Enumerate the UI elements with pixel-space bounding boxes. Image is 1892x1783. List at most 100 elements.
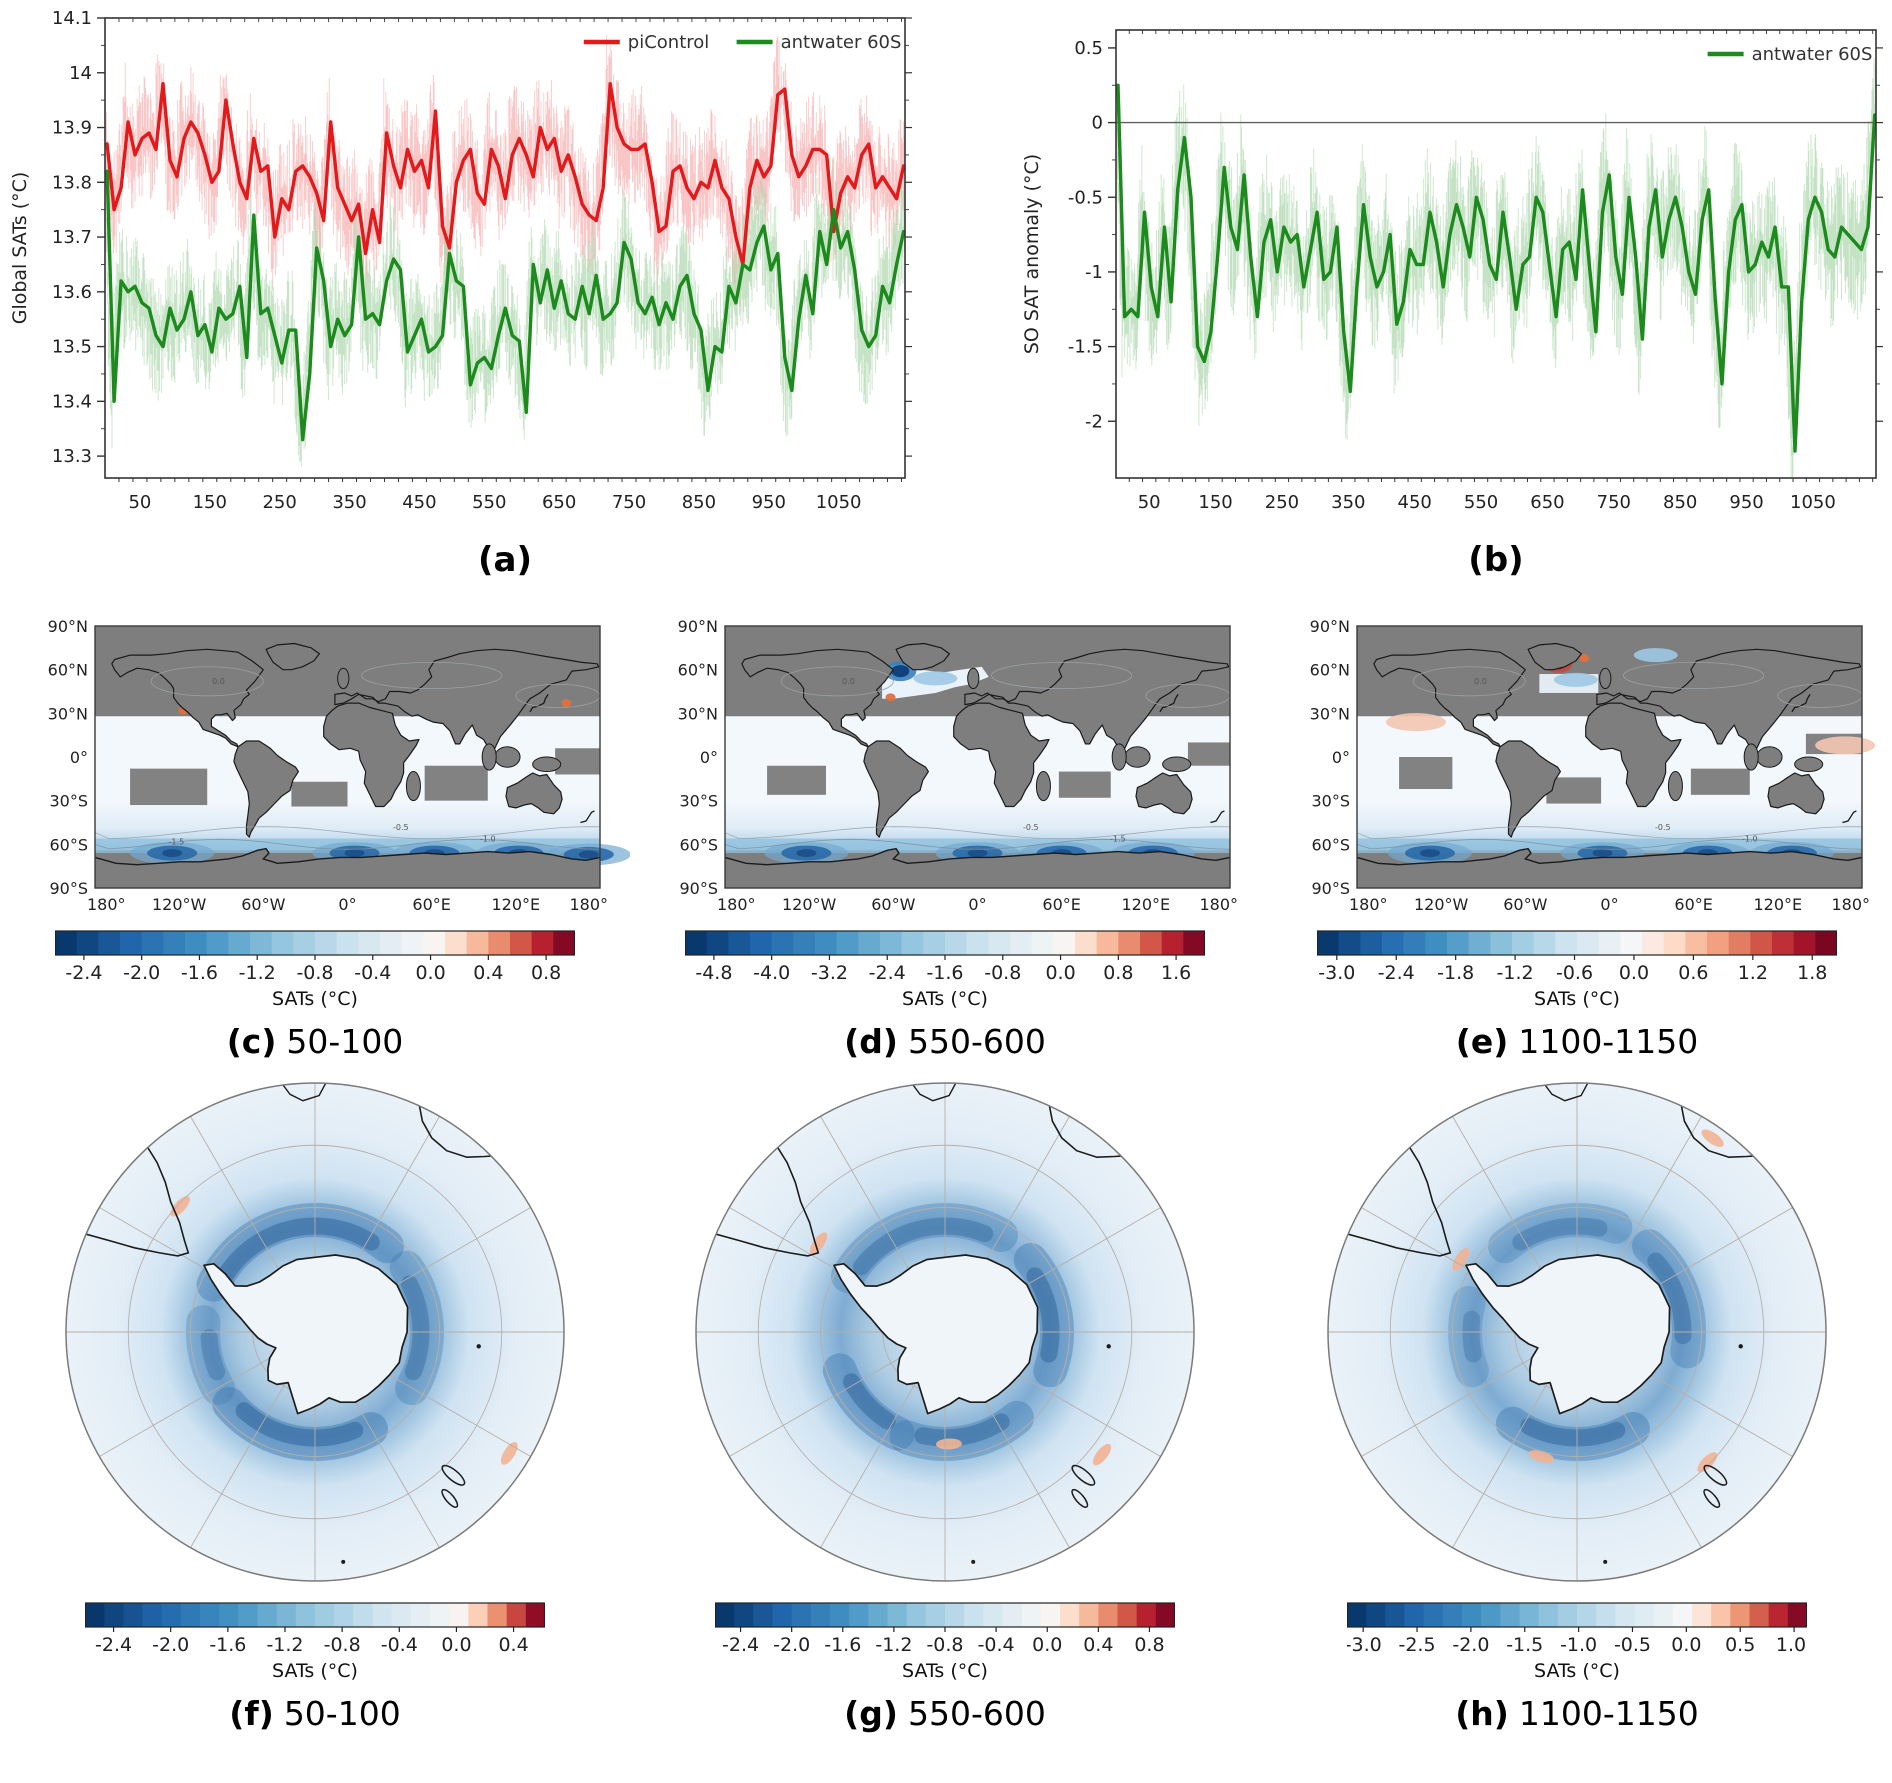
svg-text:90°N: 90°N: [48, 618, 88, 636]
panel-g-polar-block: -2.4 -2.0 -1.6 -1.2 -0.8 -0.4 0.0 0.4 0.8 SATs (…: [630, 1072, 1260, 1733]
panel-f-polar-block: -2.4 -2.0 -1.6 -1.2 -0.8 -0.4 0.0 0.4 SATs (°C)…: [0, 1072, 630, 1733]
svg-text:0.4: 0.4: [1083, 1634, 1113, 1656]
svg-text:90°S: 90°S: [49, 879, 88, 898]
panel-c-caption: (c) 50-100: [0, 1022, 630, 1061]
svg-text:-1.6: -1.6: [209, 1634, 246, 1656]
svg-text:1.0: 1.0: [1776, 1634, 1806, 1656]
svg-text:550: 550: [1464, 492, 1498, 513]
svg-text:antwater 60S: antwater 60S: [1752, 44, 1873, 65]
svg-text:-2.0: -2.0: [123, 962, 160, 984]
svg-text:-0.5: -0.5: [1655, 823, 1671, 832]
svg-text:-1.5: -1.5: [1068, 337, 1103, 358]
svg-text:14.1: 14.1: [52, 8, 92, 29]
panel-a-global-sats-timeseries: 50 150 250 350 450 550 650 750 850 950 1050 13.3 13.…: [0, 0, 946, 520]
colorbar-svg: -2.4 -2.0 -1.6 -1.2 -0.8 -0.4 0.0 0.4 0.8: [714, 1602, 1176, 1656]
panel-d-map-block: 0.0 -0.5 -1.5 90°N 60°N 30°N 0° 30°S 60°S 90°S 180…: [630, 617, 1260, 1061]
panel-a-chart-svg: 50 150 250 350 450 550 650 750 850 950 1050 13.3 13.…: [9, 8, 912, 513]
svg-text:-1.5: -1.5: [169, 837, 185, 846]
svg-text:-2.4: -2.4: [65, 962, 102, 984]
svg-text:0.8: 0.8: [1134, 1634, 1164, 1656]
svg-text:-1.8: -1.8: [1437, 962, 1474, 984]
svg-text:150: 150: [193, 492, 227, 513]
svg-text:-1.6: -1.6: [926, 962, 963, 984]
svg-text:-1.0: -1.0: [1560, 1634, 1597, 1656]
svg-text:650: 650: [1530, 492, 1564, 513]
svg-text:550: 550: [472, 492, 506, 513]
svg-text:-2.5: -2.5: [1398, 1634, 1435, 1656]
svg-text:13.7: 13.7: [52, 227, 92, 248]
svg-text:0.8: 0.8: [531, 962, 561, 984]
panel-e-caption: (e) 1100-1150: [1262, 1022, 1892, 1061]
svg-text:120°W: 120°W: [782, 895, 837, 914]
colorbar-svg: -4.8 -4.0 -3.2 -2.4 -1.6 -0.8 0.0 0.8 1.6: [684, 930, 1206, 984]
svg-text:14: 14: [69, 63, 92, 84]
panel-g-caption: (g) 550-600: [630, 1694, 1260, 1733]
svg-text:60°N: 60°N: [678, 661, 718, 680]
svg-text:90°N: 90°N: [678, 618, 718, 636]
axis-ticks: 50 150 250 350 450 550 650 750 850 950 1050 -2 -1.5 -…: [1068, 30, 1883, 513]
colorbar-svg: -2.4 -2.0 -1.6 -1.2 -0.8 -0.4 0.0 0.4 0.8: [54, 930, 576, 984]
y-axis-label: SO SAT anomaly (°C): [1021, 154, 1043, 354]
svg-text:-1.0: -1.0: [1742, 834, 1758, 843]
svg-text:-0.5: -0.5: [393, 823, 409, 832]
panel-e-colorbar: -3.0 -2.4 -1.8 -1.2 -0.6 0.0 0.6 1.2 1.8: [1262, 930, 1892, 988]
panel-b-caption-text: (b): [1468, 540, 1524, 580]
svg-text:-1.2: -1.2: [1497, 962, 1534, 984]
panel-f-caption-range: 50-100: [283, 1694, 401, 1733]
svg-text:13.6: 13.6: [52, 282, 92, 303]
svg-text:-2: -2: [1085, 411, 1103, 432]
svg-text:0°: 0°: [338, 895, 356, 914]
svg-text:0.0: 0.0: [842, 677, 855, 686]
svg-text:-3.0: -3.0: [1347, 1634, 1382, 1656]
svg-text:0.0: 0.0: [1474, 677, 1487, 686]
svg-text:-4.0: -4.0: [753, 962, 790, 984]
svg-text:-4.8: -4.8: [695, 962, 732, 984]
panel-h-caption-letter: (h): [1455, 1694, 1509, 1733]
svg-text:-0.8: -0.8: [984, 962, 1021, 984]
panel-h-caption-range: 1100-1150: [1518, 1694, 1699, 1733]
svg-text:60°S: 60°S: [1311, 835, 1350, 854]
panel-d-world-map: 0.0 -0.5 -1.5 90°N 60°N 30°N 0° 30°S 60°S 90°S 180…: [630, 617, 1260, 924]
svg-text:90°S: 90°S: [1311, 879, 1350, 898]
svg-text:30°N: 30°N: [678, 704, 718, 723]
svg-text:-1.0: -1.0: [480, 834, 496, 843]
continents: [741, 642, 1230, 838]
svg-text:60°W: 60°W: [1503, 895, 1547, 914]
svg-text:650: 650: [542, 492, 576, 513]
svg-text:-2.4: -2.4: [722, 1634, 759, 1656]
svg-text:-0.8: -0.8: [926, 1634, 963, 1656]
svg-text:850: 850: [682, 492, 716, 513]
panel-d-map-svg: 0.0-0.5-1.590°N60°N30°N0°30°S60°S90°S180…: [678, 617, 1238, 914]
svg-text:50: 50: [128, 492, 151, 513]
svg-text:90°S: 90°S: [679, 879, 718, 898]
svg-text:1050: 1050: [816, 492, 862, 513]
panel-e-map-svg: 0.0-0.5-1.090°N60°N30°N0°30°S60°S90°S180…: [1310, 617, 1876, 914]
svg-text:0.0: 0.0: [441, 1634, 471, 1656]
svg-text:-0.4: -0.4: [381, 1634, 418, 1656]
svg-text:120°E: 120°E: [1754, 895, 1803, 914]
svg-text:950: 950: [1729, 492, 1763, 513]
svg-text:0.8: 0.8: [1103, 962, 1133, 984]
svg-text:0°: 0°: [1332, 748, 1350, 767]
panel-g-colorbar-label: SATs (°C): [902, 1660, 988, 1682]
svg-text:0.5: 0.5: [1725, 1634, 1755, 1656]
panel-f-colorbar-label: SATs (°C): [272, 1660, 358, 1682]
panel-e-caption-letter: (e): [1455, 1022, 1509, 1061]
svg-text:60°N: 60°N: [1310, 661, 1350, 680]
svg-text:0.0: 0.0: [1619, 962, 1649, 984]
svg-text:150: 150: [1198, 492, 1232, 513]
svg-text:-0.8: -0.8: [296, 962, 333, 984]
panel-c-map-svg: 0.0 -0.5 -1.0 -1.5 90°N 60°N 30°N 0° 30°S 60°S 90°…: [48, 617, 631, 914]
svg-text:120°W: 120°W: [152, 895, 207, 914]
svg-text:180°: 180°: [1199, 895, 1238, 914]
svg-text:60°W: 60°W: [871, 895, 915, 914]
svg-text:0°: 0°: [700, 748, 718, 767]
panel-e-colorbar-label: SATs (°C): [1534, 988, 1620, 1010]
svg-text:-0.5: -0.5: [1068, 187, 1103, 208]
svg-text:0.0: 0.0: [1032, 1634, 1062, 1656]
panel-h-polar-svg: [1327, 1082, 1827, 1582]
svg-text:-2.0: -2.0: [152, 1634, 189, 1656]
panel-c-colorbar: -2.4 -2.0 -1.6 -1.2 -0.8 -0.4 0.0 0.4 0.8: [0, 930, 630, 988]
panel-h-colorbar-label: SATs (°C): [1534, 1660, 1620, 1682]
